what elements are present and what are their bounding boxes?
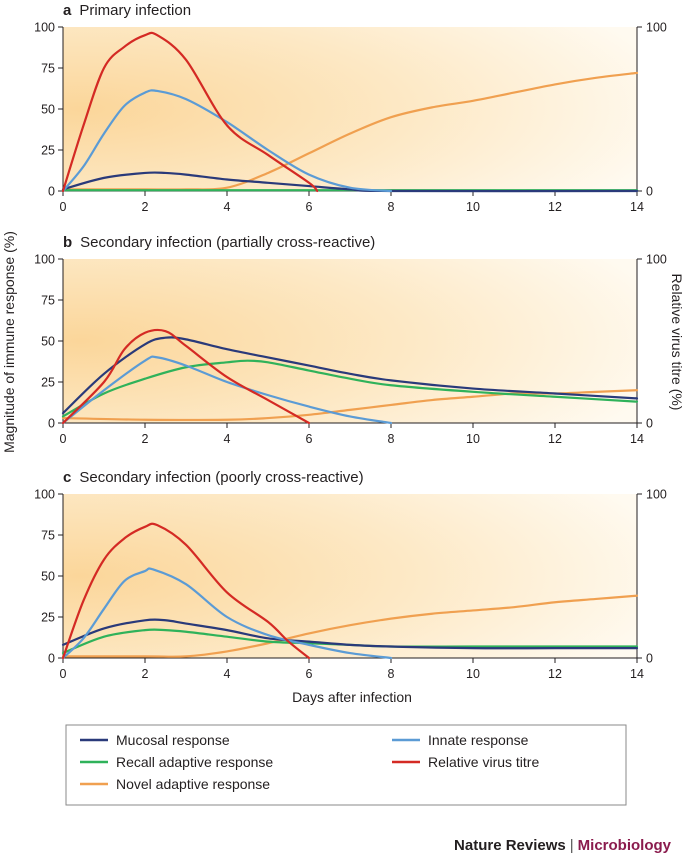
legend-item-relative-virus-titre: Relative virus titre [392, 754, 539, 770]
y-axis-label: Magnitude of immune response (%) [1, 231, 17, 453]
y-tick-label: 50 [41, 570, 55, 584]
x-tick-label: 8 [388, 432, 395, 446]
y-tick-label: 100 [34, 488, 55, 502]
x-tick-label: 4 [224, 667, 231, 681]
y-tick-label: 25 [41, 611, 55, 625]
y-tick-label: 0 [48, 417, 55, 431]
series-line-recall-adaptive-response [61, 628, 639, 655]
legend: Mucosal response Recall adaptive response… [65, 724, 627, 806]
x-tick-label: 14 [630, 200, 644, 214]
brand-separator: | [569, 837, 574, 854]
x-tick-label: 4 [224, 200, 231, 214]
legend-label: Mucosal response [116, 732, 230, 748]
x-tick-label: 14 [630, 667, 644, 681]
series-line-innate-response [61, 89, 393, 193]
x-tick-label: 10 [466, 432, 480, 446]
series-line-novel-adaptive-response [61, 594, 639, 658]
y2-tick-label: 100 [646, 21, 667, 35]
legend-item-recall-adaptive-response: Recall adaptive response [80, 754, 273, 770]
series-line-innate-response [61, 355, 393, 425]
x-tick-label: 12 [548, 432, 562, 446]
panel-title-text: Secondary infection (poorly cross-reacti… [79, 469, 363, 486]
y2-tick-label: 100 [646, 253, 667, 267]
x-tick-label: 0 [60, 432, 67, 446]
x-tick-label: 2 [142, 200, 149, 214]
legend-item-mucosal-response: Mucosal response [80, 732, 230, 748]
panel-a-title: a Primary infection [63, 2, 191, 19]
legend-item-innate-response: Innate response [392, 732, 529, 748]
y-tick-label: 0 [48, 185, 55, 199]
legend-item-novel-adaptive-response: Novel adaptive response [80, 776, 270, 792]
y-tick-label: 50 [41, 335, 55, 349]
x-tick-label: 0 [60, 667, 67, 681]
x-tick-label: 2 [142, 667, 149, 681]
series-line-mucosal-response [61, 618, 639, 650]
panel-letter: c [63, 469, 71, 486]
series-line-innate-response [61, 567, 393, 660]
legend-label: Innate response [428, 732, 529, 748]
series-line-relative-virus-titre [61, 522, 311, 660]
series-line-mucosal-response [61, 336, 639, 415]
y-tick-label: 75 [41, 529, 55, 543]
brand-section-name: Microbiology [577, 837, 671, 854]
x-tick-label: 6 [306, 432, 313, 446]
y-tick-label: 0 [48, 652, 55, 666]
x-tick-label: 6 [306, 200, 313, 214]
panel-letter: b [63, 234, 72, 251]
brand-journal-name: Nature Reviews [454, 837, 566, 854]
x-tick-label: 12 [548, 667, 562, 681]
panel-b-title: b Secondary infection (partially cross-re… [63, 234, 375, 251]
legend-box [65, 724, 627, 806]
journal-brand: Nature Reviews | Microbiology [454, 837, 671, 854]
panel-title-text: Secondary infection (partially cross-rea… [80, 234, 375, 251]
legend-label: Recall adaptive response [116, 754, 273, 770]
legend-label: Novel adaptive response [116, 776, 270, 792]
y-tick-label: 75 [41, 62, 55, 76]
x-tick-label: 2 [142, 432, 149, 446]
y-tick-label: 75 [41, 294, 55, 308]
panel-letter: a [63, 2, 72, 19]
panel-a: a Primary infection 0 25 50 75 100 0 100 0 2 4 6 8 10 1… [34, 2, 667, 214]
y2-tick-label: 0 [646, 185, 653, 199]
x-axis-label: Days after infection [292, 689, 412, 705]
series-line-relative-virus-titre [61, 328, 311, 425]
y2-tick-label: 0 [646, 652, 653, 666]
series-line-relative-virus-titre [61, 31, 319, 193]
x-tick-label: 10 [466, 667, 480, 681]
x-tick-label: 10 [466, 200, 480, 214]
panel-b: b Secondary infection (partially cross-re… [34, 234, 667, 446]
x-tick-label: 8 [388, 200, 395, 214]
y2-tick-label: 100 [646, 488, 667, 502]
y2-tick-label: 0 [646, 417, 653, 431]
panel-title-text: Primary infection [79, 2, 191, 19]
y-tick-label: 100 [34, 21, 55, 35]
series-line-recall-adaptive-response [61, 359, 639, 418]
x-tick-label: 0 [60, 200, 67, 214]
panel-c-background [63, 494, 637, 658]
panel-c: c Secondary infection (poorly cross-react… [34, 469, 667, 681]
x-tick-label: 12 [548, 200, 562, 214]
x-tick-label: 4 [224, 432, 231, 446]
x-tick-label: 14 [630, 432, 644, 446]
panel-a-background [63, 27, 637, 191]
y-tick-label: 25 [41, 144, 55, 158]
legend-label: Relative virus titre [428, 754, 539, 770]
y-tick-label: 100 [34, 253, 55, 267]
y-tick-label: 25 [41, 376, 55, 390]
panel-c-title: c Secondary infection (poorly cross-react… [63, 469, 364, 486]
y2-axis-label: Relative virus titre (%) [669, 274, 685, 411]
x-tick-label: 6 [306, 667, 313, 681]
x-tick-label: 8 [388, 667, 395, 681]
y-tick-label: 50 [41, 103, 55, 117]
